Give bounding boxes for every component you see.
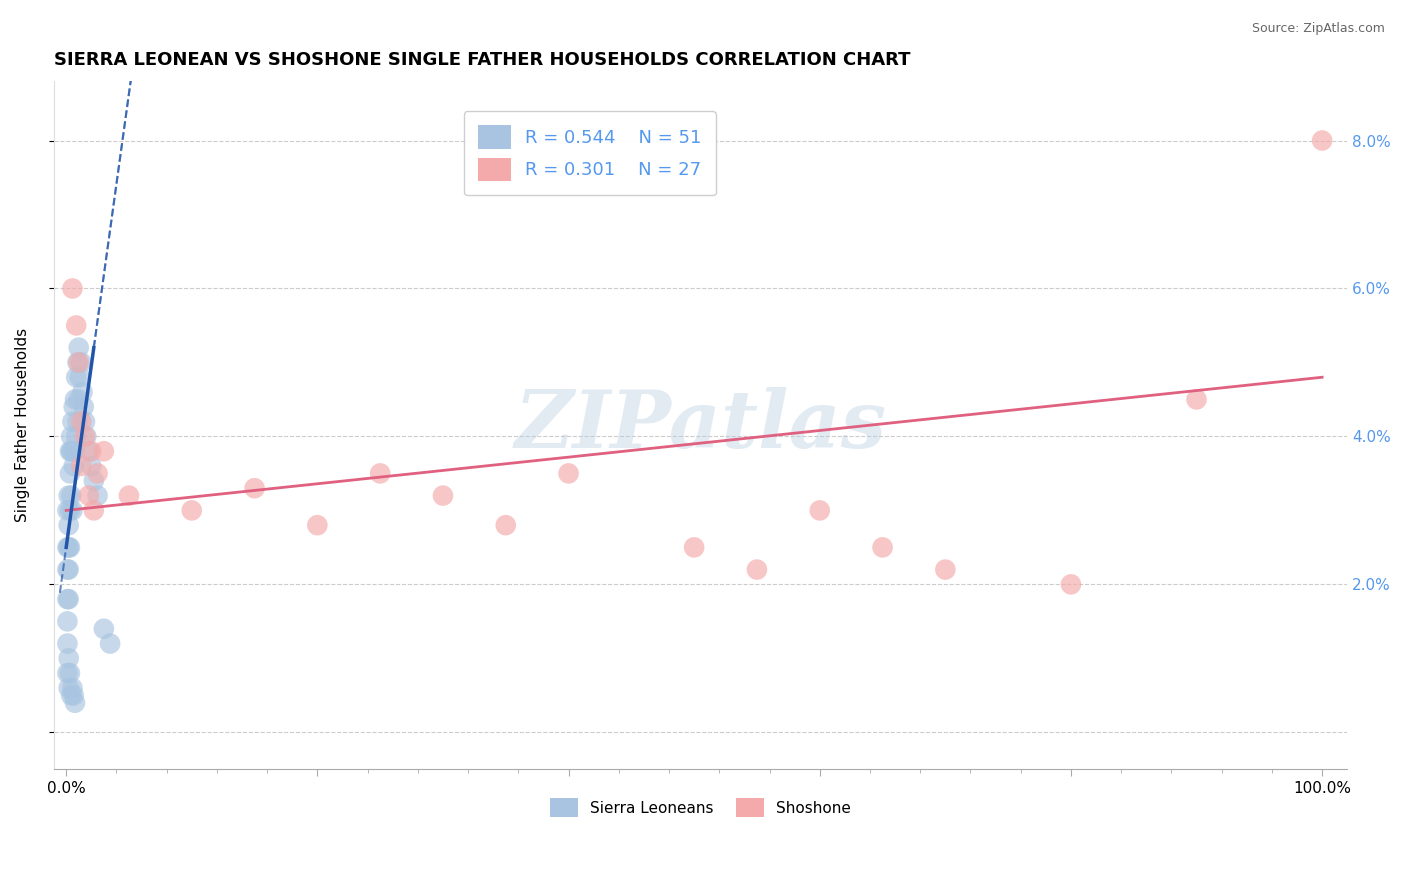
Point xyxy=(62,400,84,414)
Point xyxy=(495,518,517,533)
Point xyxy=(86,489,108,503)
Point xyxy=(86,467,108,481)
Text: Source: ZipAtlas.com: Source: ZipAtlas.com xyxy=(1251,22,1385,36)
Point xyxy=(59,503,82,517)
Point xyxy=(63,392,86,407)
Legend: Sierra Leoneans, Shoshone: Sierra Leoneans, Shoshone xyxy=(544,792,856,823)
Point xyxy=(66,415,89,429)
Point xyxy=(63,444,86,458)
Point xyxy=(243,481,266,495)
Point xyxy=(368,467,391,481)
Point xyxy=(63,696,86,710)
Point xyxy=(56,541,79,555)
Point xyxy=(58,518,80,533)
Point xyxy=(683,541,706,555)
Point xyxy=(67,355,90,369)
Point xyxy=(872,541,894,555)
Point xyxy=(56,563,79,577)
Point xyxy=(62,689,84,703)
Point xyxy=(56,503,79,517)
Point xyxy=(62,415,84,429)
Point xyxy=(72,385,94,400)
Point xyxy=(808,503,831,517)
Point xyxy=(62,681,84,695)
Point xyxy=(934,563,956,577)
Point xyxy=(75,429,97,443)
Point xyxy=(62,444,84,458)
Point xyxy=(70,458,93,473)
Point xyxy=(58,651,80,665)
Point xyxy=(58,681,80,695)
Text: SIERRA LEONEAN VS SHOSHONE SINGLE FATHER HOUSEHOLDS CORRELATION CHART: SIERRA LEONEAN VS SHOSHONE SINGLE FATHER… xyxy=(53,51,910,69)
Point xyxy=(59,444,82,458)
Point xyxy=(83,503,105,517)
Point xyxy=(432,489,454,503)
Y-axis label: Single Father Households: Single Father Households xyxy=(15,328,30,523)
Text: ZIPatlas: ZIPatlas xyxy=(515,386,887,464)
Point xyxy=(56,615,79,629)
Point xyxy=(66,355,89,369)
Point xyxy=(59,666,82,681)
Point xyxy=(80,458,103,473)
Point xyxy=(70,355,93,369)
Point xyxy=(58,489,80,503)
Point xyxy=(73,400,96,414)
Point xyxy=(58,541,80,555)
Point xyxy=(1060,577,1083,591)
Point xyxy=(62,503,84,517)
Point xyxy=(60,489,83,503)
Point xyxy=(67,392,90,407)
Point xyxy=(56,666,79,681)
Point xyxy=(1310,134,1333,148)
Point xyxy=(65,318,87,333)
Point xyxy=(118,489,141,503)
Point xyxy=(745,563,768,577)
Point xyxy=(59,467,82,481)
Point xyxy=(77,489,100,503)
Point xyxy=(80,444,103,458)
Point xyxy=(58,592,80,607)
Point xyxy=(69,370,91,384)
Point xyxy=(58,563,80,577)
Point xyxy=(307,518,329,533)
Point xyxy=(56,592,79,607)
Point xyxy=(60,689,83,703)
Point xyxy=(98,636,121,650)
Point xyxy=(93,444,115,458)
Point xyxy=(65,370,87,384)
Point xyxy=(59,541,82,555)
Point xyxy=(73,429,96,443)
Point xyxy=(557,467,579,481)
Point xyxy=(73,415,96,429)
Point xyxy=(180,503,202,517)
Point xyxy=(62,281,84,295)
Point xyxy=(62,458,84,473)
Point xyxy=(56,636,79,650)
Point xyxy=(67,341,90,355)
Point xyxy=(70,415,93,429)
Point xyxy=(1185,392,1208,407)
Point xyxy=(83,474,105,488)
Point xyxy=(60,429,83,443)
Point xyxy=(60,444,83,458)
Point xyxy=(93,622,115,636)
Point xyxy=(77,444,100,458)
Point xyxy=(65,429,87,443)
